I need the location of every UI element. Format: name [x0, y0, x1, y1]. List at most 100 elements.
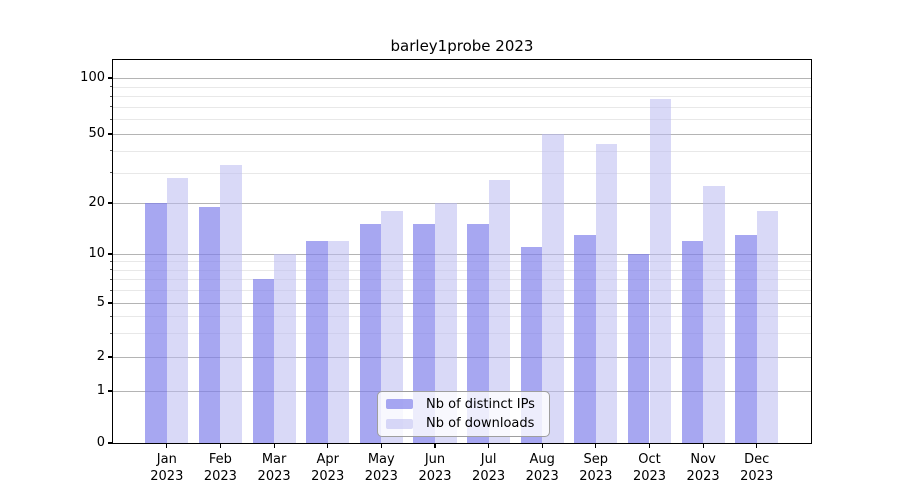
bar-distinct-ips: [574, 234, 596, 443]
x-label-year: 2023: [632, 469, 667, 484]
x-label-month: May: [367, 452, 395, 467]
x-label-year: 2023: [686, 469, 720, 484]
x-tick-label: May 2023: [341, 451, 421, 485]
y-minor-tick: [110, 150, 113, 152]
legend-entry-distinct-ips: Nb of distinct IPs: [386, 397, 549, 412]
y-tick-label: 1: [96, 383, 105, 398]
bar-distinct-ips: [252, 279, 275, 443]
y-minor-tick: [110, 315, 113, 317]
y-minor-tick: [110, 95, 113, 97]
x-tick: [595, 443, 597, 448]
y-tick: [108, 390, 113, 392]
legend: Nb of distinct IPs Nb of downloads: [377, 391, 550, 437]
y-tick: [108, 302, 113, 304]
gridline-minor: [113, 172, 811, 174]
y-tick-label: 2: [96, 349, 105, 364]
gridline-minor: [113, 269, 811, 271]
x-label-month: Dec: [744, 452, 770, 467]
bar-downloads: [381, 210, 403, 443]
x-tick-label: Aug 2023: [502, 451, 582, 485]
x-label-month: Mar: [261, 452, 287, 467]
x-tick: [756, 443, 758, 448]
bar-distinct-ips: [681, 240, 704, 443]
x-tick: [166, 443, 168, 448]
y-minor-tick: [110, 260, 113, 262]
x-label-month: Nov: [690, 452, 716, 467]
bar-distinct-ips: [467, 224, 489, 443]
y-minor-tick: [110, 289, 113, 291]
x-label-year: 2023: [311, 469, 345, 484]
y-minor-tick: [110, 269, 113, 271]
x-tick: [702, 443, 704, 448]
x-label-year: 2023: [418, 469, 452, 484]
gridline-major: [113, 303, 811, 304]
plot-area: 0 1 2 5 10 20 50 100 Jan 2023 Feb 2023 Mar 2023 Apr 20…: [80, 59, 812, 484]
bar-downloads: [274, 254, 296, 443]
bar-downloads: [435, 203, 457, 443]
y-tick: [108, 202, 113, 204]
x-label-month: Jul: [480, 452, 497, 467]
x-tick: [541, 443, 543, 448]
y-tick: [108, 356, 113, 358]
x-tick: [327, 443, 329, 448]
y-tick: [108, 133, 113, 135]
gridline-minor: [113, 290, 811, 292]
x-tick: [434, 443, 436, 448]
gridline-minor: [113, 119, 811, 121]
x-label-year: 2023: [257, 469, 291, 484]
bar-distinct-ips: [735, 234, 757, 443]
bar-distinct-ips: [413, 224, 435, 443]
x-label-month: Apr: [316, 452, 339, 467]
x-label-month: Oct: [638, 452, 661, 467]
x-tick: [219, 443, 222, 448]
gridline-minor: [113, 333, 811, 335]
legend-swatch-downloads: [386, 418, 413, 429]
x-label-year: 2023: [525, 469, 559, 484]
bar-distinct-ips: [306, 240, 328, 443]
legend-label-distinct-ips: Nb of distinct IPs: [426, 396, 535, 412]
y-minor-tick: [110, 106, 113, 108]
x-label-year: 2023: [472, 469, 506, 484]
x-tick-label: Nov 2023: [663, 451, 743, 485]
bar-distinct-ips: [627, 254, 650, 443]
bar-distinct-ips: [198, 206, 221, 443]
gridline-minor: [113, 316, 811, 318]
x-label-month: Jun: [424, 452, 446, 467]
gridline-major: [113, 203, 811, 204]
x-label-month: Sep: [583, 452, 609, 467]
bar-distinct-ips: [359, 224, 382, 443]
y-tick: [108, 442, 113, 444]
x-tick: [488, 443, 490, 448]
gridline-major: [113, 357, 811, 358]
bar-downloads: [649, 99, 672, 443]
y-tick-label: 20: [88, 195, 105, 210]
x-label-month: Aug: [529, 452, 555, 467]
y-tick-label: 100: [80, 70, 105, 85]
y-minor-tick: [110, 278, 113, 280]
bar-downloads: [327, 240, 350, 443]
x-tick: [273, 443, 275, 448]
x-tick: [380, 443, 382, 448]
x-label-year: 2023: [364, 469, 398, 484]
chart-title: barley1probe 2023: [390, 37, 534, 55]
x-tick-label: Dec 2023: [717, 451, 797, 485]
legend-label-downloads: Nb of downloads: [426, 416, 535, 432]
y-minor-tick: [110, 118, 113, 120]
gridline-minor: [113, 86, 811, 88]
gridline-minor: [113, 261, 811, 263]
x-tick-label: Jul 2023: [449, 451, 529, 485]
x-tick: [648, 443, 651, 448]
y-tick: [108, 77, 113, 79]
gridline-major: [113, 254, 811, 255]
gridline-major: [113, 78, 811, 79]
x-tick-label: Sep 2023: [556, 451, 636, 485]
bar-downloads: [542, 134, 564, 443]
legend-swatch-distinct-ips: [386, 399, 413, 410]
gridline-minor: [113, 106, 811, 108]
bar-downloads: [756, 210, 779, 443]
gridline-minor: [113, 150, 811, 152]
bar-downloads: [166, 177, 189, 443]
y-tick-label: 0: [96, 435, 105, 450]
x-tick-label: Apr 2023: [288, 451, 368, 485]
gridline-minor: [113, 96, 811, 97]
